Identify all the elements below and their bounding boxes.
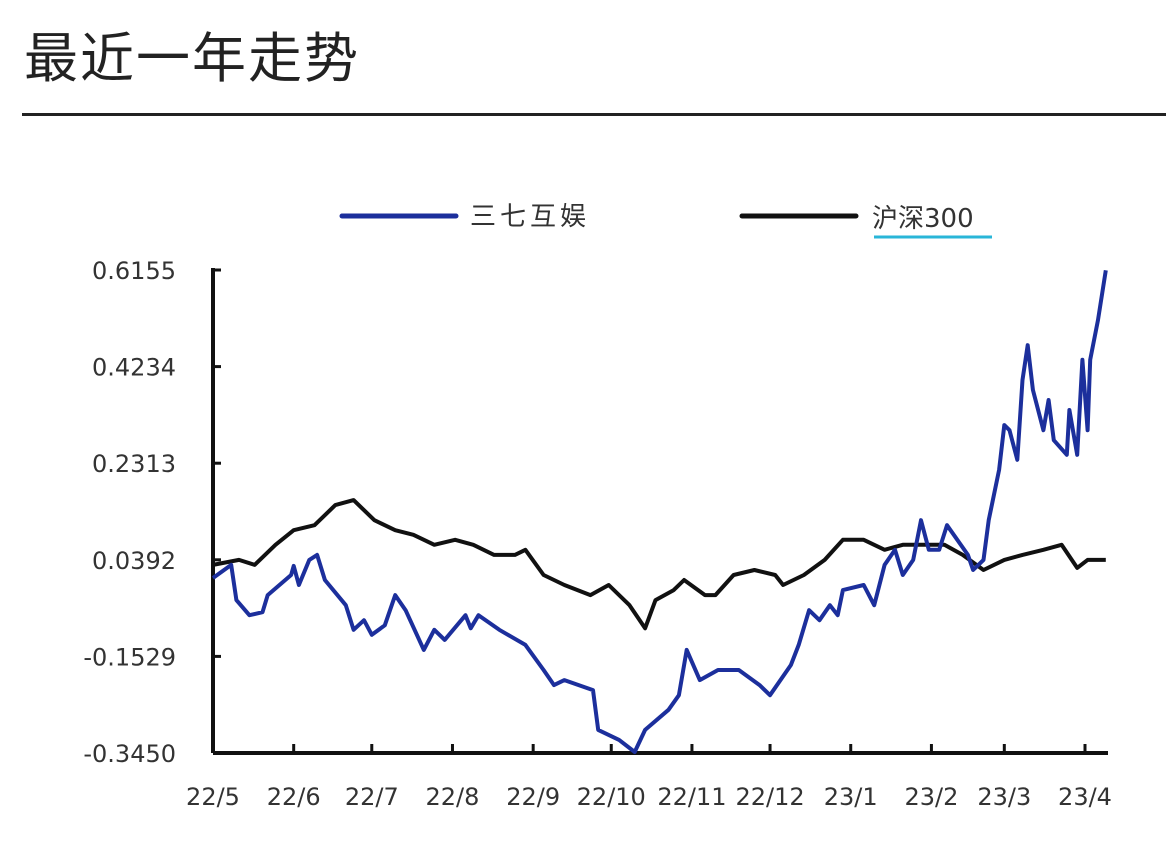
- series-lines: [211, 269, 1108, 754]
- series-line-hs300: [212, 498, 1106, 631]
- legend-label-hs300: 沪深300: [872, 204, 974, 234]
- x-tick-label: 22/12: [735, 783, 804, 811]
- legend-label-sanqi: 三七互娱: [470, 202, 590, 232]
- x-tick-label: 23/1: [824, 783, 878, 811]
- title-divider: [22, 113, 1166, 116]
- x-tick-label: 23/2: [904, 783, 958, 811]
- x-tick-label: 22/7: [345, 783, 399, 811]
- axes: 0.6155 0.4234 0.2313 0.0392 -0.1529 -0.3450 22…: [83, 257, 1112, 811]
- y-tick-label: -0.1529: [83, 643, 176, 671]
- y-tick-label: -0.3450: [83, 740, 176, 768]
- legend: 三七互娱 沪深300: [339, 202, 992, 239]
- y-tick-label: 0.6155: [92, 257, 176, 285]
- series-line-sanqi: [211, 269, 1108, 754]
- x-tick-label: 22/5: [186, 783, 240, 811]
- y-tick-label: 0.2313: [92, 450, 176, 478]
- x-tick-label: 23/3: [977, 783, 1031, 811]
- y-tick-label: 0.4234: [92, 354, 176, 382]
- x-tick-label: 22/6: [267, 783, 321, 811]
- page-title: 最近一年走势: [24, 27, 360, 90]
- x-tick-label: 22/8: [426, 783, 480, 811]
- x-tick-label: 22/10: [577, 783, 646, 811]
- x-tick-label: 22/9: [506, 783, 560, 811]
- y-tick-label: 0.0392: [92, 547, 176, 575]
- x-tick-label: 23/4: [1058, 783, 1112, 811]
- x-tick-label: 22/11: [657, 783, 726, 811]
